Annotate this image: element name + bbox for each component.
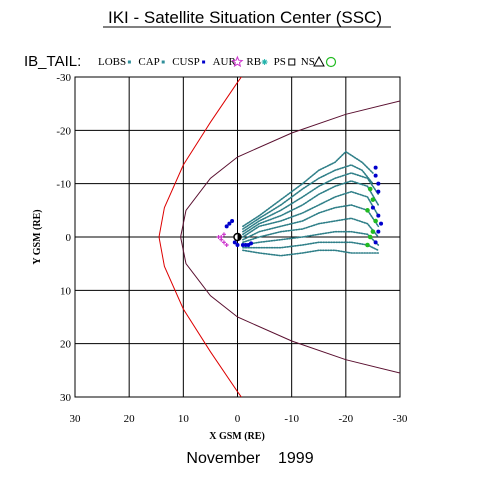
bow-shock-curve (158, 77, 242, 397)
panel-label: IB_TAIL: (24, 53, 81, 70)
aurora-point (221, 232, 226, 237)
legend-dot-icon (202, 60, 206, 64)
x-tick-label: -10 (284, 413, 299, 425)
grid-lines (75, 77, 400, 397)
cusp-point (230, 219, 235, 223)
cusp-point (376, 189, 381, 194)
magnetopause-curve (180, 100, 400, 374)
cusp-point (373, 240, 378, 245)
orbit-track (242, 217, 380, 244)
legend-label: RB (246, 56, 261, 68)
legend-label: LOBS (98, 56, 126, 68)
cusp-point (373, 173, 378, 178)
orbit-tracks (242, 150, 380, 257)
ns-point (365, 208, 370, 213)
legend-triangle-icon (313, 55, 325, 67)
legend-item-circle (325, 56, 337, 68)
y-tick-label: -30 (56, 72, 71, 84)
x-tick-label: -30 (393, 413, 408, 425)
y-tick-label: 20 (60, 339, 72, 351)
legend: LOBS CAP CUSP AUR RB PS NS (98, 55, 337, 68)
aurora-point (216, 235, 221, 239)
legend-label: PS (274, 56, 286, 68)
legend-label: CAP (138, 56, 159, 68)
y-tick-label: -20 (56, 125, 71, 137)
y-tick-label: 10 (60, 285, 72, 297)
y-tick-label: 30 (60, 392, 72, 404)
aurora-point (221, 240, 226, 245)
x-tick-label: 0 (235, 413, 241, 425)
orbit-track (242, 164, 374, 230)
cusp-point (249, 241, 254, 246)
legend-item-lobs: LOBS (98, 56, 131, 68)
chart-title: IKI - Satellite Situation Center (SSC) (108, 8, 382, 27)
orbit-track (242, 204, 380, 241)
x-axis-label: X GSM (RE) (209, 431, 265, 442)
orbit-track (242, 180, 380, 236)
region-markers (216, 165, 384, 248)
cusp-point (227, 221, 232, 226)
legend-item-ns: NS (301, 55, 325, 68)
legend-asterisk-icon (261, 59, 268, 65)
y-axis-label: Y GSM (RE) (32, 209, 43, 264)
legend-square-icon (288, 58, 296, 66)
ns-point (370, 229, 376, 234)
legend-item-cap: CAP (138, 56, 165, 68)
cusp-point (376, 229, 381, 234)
cusp-point (376, 213, 381, 218)
aurora-point (219, 237, 224, 242)
y-tick-label: -10 (56, 179, 71, 191)
cusp-point (232, 240, 237, 245)
ns-point (365, 242, 370, 248)
legend-item-cusp: CUSP (172, 56, 206, 68)
earth-night-side (237, 233, 242, 241)
ns-point (367, 234, 373, 240)
x-tick-label: 20 (124, 413, 136, 425)
legend-star-icon (231, 55, 244, 68)
y-tick-label: 0 (66, 232, 72, 244)
legend-item-aur: AUR (213, 55, 244, 68)
cusp-point (379, 221, 384, 226)
orbit-track (242, 230, 380, 246)
orbit-track (242, 172, 380, 233)
y-ticks: -30 -20 -10 0 10 20 30 (56, 72, 71, 404)
ns-point (370, 197, 376, 202)
legend-label: CUSP (172, 56, 200, 68)
x-ticks: 30 20 10 0 -10 -20 -30 (70, 413, 408, 425)
legend-label: NS (301, 56, 315, 68)
cusp-point (235, 243, 240, 247)
legend-circle-icon (325, 56, 337, 68)
ns-point (367, 186, 373, 192)
cusp-point (376, 181, 381, 186)
aurora-point (224, 243, 229, 247)
x-tick-label: 30 (70, 413, 82, 425)
ns-point (373, 218, 378, 224)
orbit-track (242, 150, 374, 228)
date-label: November 1999 (186, 450, 313, 467)
orbit-track (242, 241, 380, 252)
cusp-point (224, 224, 229, 229)
legend-item-ps: PS (274, 56, 296, 68)
plot-area: 30 20 10 0 -10 -20 -30 -30 -20 -10 0 10 20 30 (56, 72, 408, 425)
legend-label: AUR (213, 56, 237, 68)
x-tick-label: 10 (178, 413, 190, 425)
legend-item-rb: RB (246, 56, 268, 68)
orbit-track (242, 190, 380, 238)
boundary-curves (158, 77, 400, 397)
orbit-track (242, 249, 380, 257)
cusp-point (373, 165, 378, 170)
cusp-point (370, 205, 375, 210)
x-tick-label: -20 (338, 413, 353, 425)
legend-dot-icon (161, 60, 165, 64)
legend-dot-icon (127, 60, 131, 64)
